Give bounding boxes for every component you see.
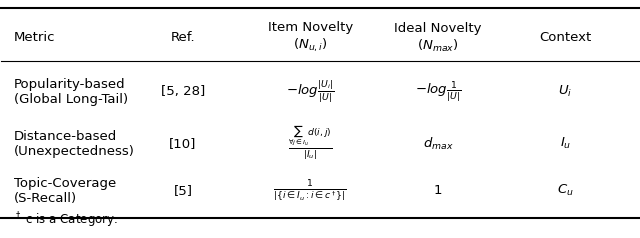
Text: $-log\frac{|U_i|}{|U|}$: $-log\frac{|U_i|}{|U|}$ [286, 79, 335, 105]
Text: $C_u$: $C_u$ [557, 183, 573, 198]
Text: Popularity-based
(Global Long-Tail): Popularity-based (Global Long-Tail) [14, 78, 128, 106]
Text: Ideal Novelty
$(N_{max})$: Ideal Novelty $(N_{max})$ [394, 22, 482, 54]
Text: Topic-Coverage
(S-Recall): Topic-Coverage (S-Recall) [14, 177, 116, 205]
Text: $\frac{1}{|\{i \in I_u : i \in c^\dagger\}|}$: $\frac{1}{|\{i \in I_u : i \in c^\dagger… [273, 178, 348, 203]
Text: Ref.: Ref. [171, 31, 195, 44]
Text: $U_i$: $U_i$ [558, 84, 572, 99]
Text: [5]: [5] [173, 184, 193, 197]
Text: [10]: [10] [170, 137, 196, 150]
Text: $^\dagger$ c is a Category.: $^\dagger$ c is a Category. [14, 210, 118, 230]
Text: 1: 1 [434, 184, 442, 197]
Text: $d_{max}$: $d_{max}$ [422, 136, 453, 152]
Text: Metric: Metric [14, 31, 56, 44]
Text: Item Novelty
$(N_{u,i})$: Item Novelty $(N_{u,i})$ [268, 21, 353, 54]
Text: [5, 28]: [5, 28] [161, 85, 205, 99]
Text: $\frac{\sum_{\forall j \in I_u} d(i,j)}{|I_u|}$: $\frac{\sum_{\forall j \in I_u} d(i,j)}{… [288, 125, 333, 162]
Text: Context: Context [540, 31, 591, 44]
Text: Distance-based
(Unexpectedness): Distance-based (Unexpectedness) [14, 130, 135, 158]
Text: $-log\frac{1}{|U|}$: $-log\frac{1}{|U|}$ [415, 79, 461, 104]
Text: $I_u$: $I_u$ [559, 136, 571, 151]
